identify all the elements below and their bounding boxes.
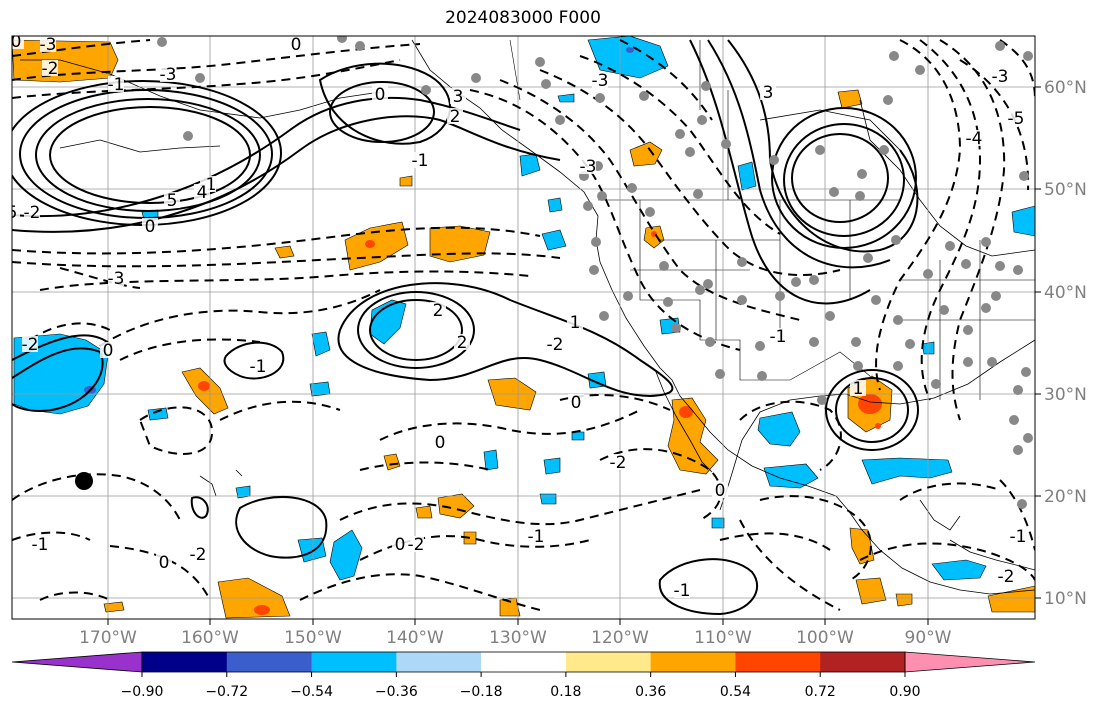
contour-label: -3 xyxy=(40,35,57,55)
lon-label: 160°W xyxy=(181,628,239,648)
contour-label: -2 xyxy=(24,203,41,223)
contour-label: -3 xyxy=(592,71,609,91)
lat-label: 10°N xyxy=(1044,589,1087,609)
contour-label: 0 xyxy=(375,85,386,105)
contour-label: -4 xyxy=(966,129,983,149)
contour-label: -3 xyxy=(108,269,125,289)
contour-label: 0 xyxy=(395,535,406,555)
lon-label: 130°W xyxy=(489,628,547,648)
contour-label: 0 xyxy=(103,341,114,361)
contour-label: 0 xyxy=(11,32,22,52)
latitude-labels: 60°N 50°N 40°N 30°N 20°N 10°N xyxy=(1044,78,1087,609)
contour-label: -2 xyxy=(42,59,59,79)
contour-label: 0 xyxy=(159,553,170,573)
contour-label: -1 xyxy=(674,581,691,601)
station-dots xyxy=(157,36,1033,509)
lat-lon-grid xyxy=(12,36,1035,619)
lon-label: 90°W xyxy=(905,628,952,648)
lon-label: 150°W xyxy=(284,628,342,648)
contour-label: 2 xyxy=(433,301,444,321)
lon-label: 110°W xyxy=(694,628,752,648)
map-title: 2024083000 F000 xyxy=(445,8,601,28)
contour-label: -3 xyxy=(160,65,177,85)
contour-label: 1 xyxy=(570,313,581,333)
contour-label: -2 xyxy=(22,335,39,355)
lat-label: 40°N xyxy=(1044,283,1087,303)
contour-label: -5 xyxy=(1008,109,1025,129)
lon-label: 140°W xyxy=(386,628,444,648)
lat-label: 30°N xyxy=(1044,385,1087,405)
lat-label: 20°N xyxy=(1044,487,1087,507)
lat-label: 50°N xyxy=(1044,180,1087,200)
contour-label: -3 xyxy=(992,67,1009,87)
contour-label: 1 xyxy=(853,379,864,399)
political-borders xyxy=(509,39,1035,400)
lon-label: 170°W xyxy=(79,628,137,648)
contour-label: 3 xyxy=(453,87,464,107)
contour-label: 3 xyxy=(763,83,774,103)
contour-label: -2 xyxy=(408,535,425,555)
contour-label: -1 xyxy=(250,357,267,377)
contour-label: 5 xyxy=(167,191,178,211)
lon-label: 120°W xyxy=(591,628,649,648)
lon-label: 100°W xyxy=(796,628,854,648)
contour-label: 4 xyxy=(197,183,208,203)
contour-label: -1 xyxy=(1010,527,1027,547)
axis-ticks xyxy=(107,86,1041,625)
contour-label: -1 xyxy=(108,75,125,95)
contour-label: 0 xyxy=(715,481,726,501)
contour-label: -1 xyxy=(770,327,787,347)
lat-label: 60°N xyxy=(1044,78,1087,98)
longitude-labels: 170°W 160°W 150°W 140°W 130°W 120°W 110°W 100°W… xyxy=(79,628,952,648)
contour-label: 2 xyxy=(457,333,468,353)
contour-label: 0 xyxy=(145,217,156,237)
contour-label: -2 xyxy=(998,567,1015,587)
contour-label: 5 xyxy=(7,203,18,223)
contour-label: -2 xyxy=(547,335,564,355)
contour-label: -2 xyxy=(610,453,627,473)
contour-label: 0 xyxy=(291,35,302,55)
contour-label: 2 xyxy=(450,107,461,127)
contour-label: -2 xyxy=(190,545,207,565)
contour-label: -1 xyxy=(412,151,429,171)
contour-label: -3 xyxy=(580,157,597,177)
coastlines xyxy=(20,39,1035,595)
marker-dot xyxy=(75,472,93,490)
positive-core-shading xyxy=(198,231,882,615)
contour-labels: -3-2-1032-1-33-35-154-20-3-20221-20-10-1… xyxy=(7,32,1027,601)
contour-label: -1 xyxy=(528,527,545,547)
contour-label: -1 xyxy=(32,535,49,555)
contour-label: 0 xyxy=(435,433,446,453)
contour-label: 0 xyxy=(571,393,582,413)
